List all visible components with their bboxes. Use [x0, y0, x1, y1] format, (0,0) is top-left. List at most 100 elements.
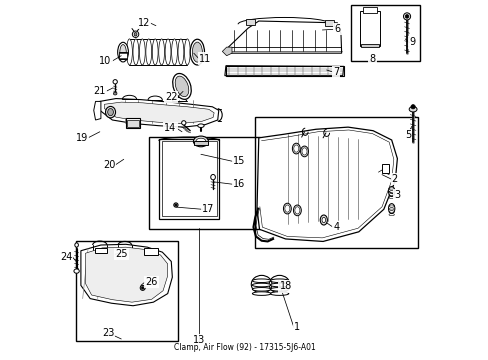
Text: 22: 22: [164, 92, 177, 102]
Text: 19: 19: [76, 133, 88, 143]
Text: 25: 25: [115, 249, 127, 259]
Ellipse shape: [293, 205, 301, 216]
Polygon shape: [257, 127, 397, 242]
Polygon shape: [104, 102, 214, 123]
Text: 26: 26: [145, 277, 157, 287]
Ellipse shape: [118, 42, 128, 62]
Text: 18: 18: [279, 282, 291, 292]
Text: 14: 14: [164, 123, 176, 133]
Ellipse shape: [134, 32, 137, 36]
Text: 10: 10: [99, 57, 111, 66]
Ellipse shape: [152, 39, 158, 65]
Bar: [143, 248, 158, 255]
Ellipse shape: [140, 285, 145, 291]
Text: 21: 21: [93, 86, 106, 96]
Ellipse shape: [252, 279, 270, 283]
Ellipse shape: [196, 138, 205, 145]
Ellipse shape: [292, 143, 300, 154]
Ellipse shape: [175, 204, 177, 206]
Ellipse shape: [387, 203, 394, 213]
Polygon shape: [100, 99, 218, 127]
Ellipse shape: [192, 42, 202, 62]
Polygon shape: [94, 102, 101, 120]
Ellipse shape: [184, 39, 190, 65]
Ellipse shape: [175, 76, 188, 97]
Bar: [246, 19, 255, 24]
Bar: [225, 66, 343, 76]
Ellipse shape: [410, 105, 414, 109]
Ellipse shape: [285, 205, 289, 212]
Bar: [127, 120, 139, 127]
Ellipse shape: [120, 45, 126, 60]
Ellipse shape: [293, 145, 298, 152]
Ellipse shape: [283, 203, 291, 214]
Text: 4: 4: [332, 222, 339, 232]
Ellipse shape: [173, 203, 178, 207]
Bar: [255, 117, 417, 248]
Ellipse shape: [172, 73, 191, 99]
Text: 20: 20: [102, 160, 115, 170]
Ellipse shape: [107, 109, 113, 116]
Ellipse shape: [171, 39, 177, 65]
Bar: [350, 5, 419, 62]
Ellipse shape: [405, 15, 408, 18]
Text: 24: 24: [60, 252, 72, 262]
Polygon shape: [81, 244, 172, 306]
Text: 5: 5: [404, 130, 410, 140]
Ellipse shape: [105, 107, 115, 118]
Ellipse shape: [270, 279, 288, 283]
Bar: [125, 118, 140, 128]
Polygon shape: [224, 66, 343, 76]
Bar: [76, 241, 177, 341]
Ellipse shape: [193, 136, 208, 147]
Ellipse shape: [165, 39, 171, 65]
Ellipse shape: [270, 288, 288, 291]
Ellipse shape: [181, 121, 185, 125]
Bar: [359, 11, 380, 46]
Ellipse shape: [139, 39, 145, 65]
Ellipse shape: [178, 39, 183, 65]
Text: 16: 16: [233, 179, 245, 189]
Ellipse shape: [159, 39, 164, 65]
Ellipse shape: [294, 207, 299, 214]
Bar: [119, 52, 127, 59]
Bar: [324, 20, 333, 26]
Text: 23: 23: [102, 328, 114, 338]
Text: 11: 11: [198, 54, 211, 64]
Ellipse shape: [210, 175, 215, 180]
Bar: [148, 137, 259, 229]
Ellipse shape: [113, 80, 117, 84]
Text: 7: 7: [332, 67, 339, 77]
Ellipse shape: [75, 243, 78, 247]
Text: 6: 6: [334, 24, 340, 34]
Ellipse shape: [133, 39, 139, 65]
Polygon shape: [226, 21, 341, 53]
Ellipse shape: [190, 39, 204, 65]
Text: 9: 9: [408, 37, 415, 48]
Ellipse shape: [300, 146, 308, 157]
Bar: [360, 44, 378, 47]
Ellipse shape: [197, 124, 203, 127]
Text: 8: 8: [368, 54, 375, 64]
Ellipse shape: [403, 13, 410, 20]
Ellipse shape: [113, 92, 117, 95]
Bar: [381, 164, 388, 173]
Ellipse shape: [252, 288, 270, 291]
Ellipse shape: [126, 39, 132, 65]
Ellipse shape: [270, 283, 288, 287]
Bar: [119, 53, 126, 58]
Ellipse shape: [302, 148, 306, 155]
Ellipse shape: [270, 292, 288, 296]
Text: 13: 13: [192, 335, 204, 345]
Text: Clamp, Air Flow (92) - 17315-5J6-A01: Clamp, Air Flow (92) - 17315-5J6-A01: [173, 343, 315, 352]
Bar: [95, 248, 106, 253]
Text: 1: 1: [293, 322, 299, 332]
Ellipse shape: [387, 186, 394, 197]
Ellipse shape: [408, 107, 416, 112]
Bar: [162, 141, 216, 216]
Text: 17: 17: [202, 204, 214, 214]
Text: 3: 3: [394, 190, 400, 200]
Text: 15: 15: [233, 157, 245, 166]
Ellipse shape: [320, 215, 326, 225]
Text: 2: 2: [391, 174, 397, 184]
